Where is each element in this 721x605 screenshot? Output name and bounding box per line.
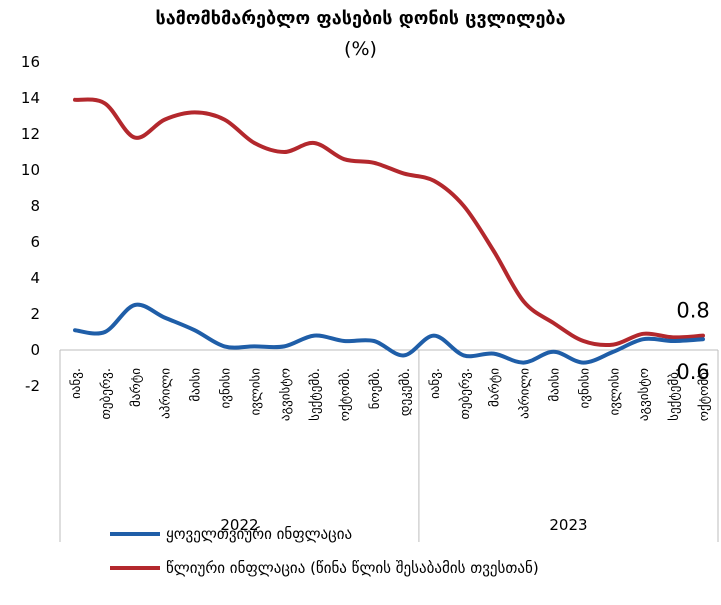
x-tick-label: აპრილი bbox=[159, 368, 174, 419]
y-tick-label: 16 bbox=[21, 53, 40, 71]
legend-label-monthly: ყოველთვიური ინფლაცია bbox=[166, 525, 353, 543]
data-label: 0.6 bbox=[676, 360, 709, 384]
x-tick-label: აპრილი bbox=[518, 368, 533, 419]
legend-swatch-annual bbox=[110, 566, 160, 570]
legend-label-annual: წლიური ინფლაცია (წინა წლის შესაბამის თვე… bbox=[166, 559, 539, 577]
y-tick-label: 12 bbox=[21, 125, 40, 143]
x-tick-label: ივლისი bbox=[248, 368, 263, 416]
x-group-label: 2022 bbox=[220, 516, 258, 534]
x-tick-label: ივლისი bbox=[607, 368, 622, 416]
y-tick-label: 4 bbox=[30, 269, 40, 287]
series-line-annual bbox=[73, 97, 705, 348]
x-tick-label: ივნისი bbox=[219, 368, 234, 409]
chart-title: სამომხმარებლო ფასების დონის ცვლილება bbox=[155, 8, 566, 29]
x-tick-label: ოქტომბ. bbox=[697, 368, 712, 421]
x-group-label: 2023 bbox=[549, 516, 587, 534]
chart-subtitle: (%) bbox=[344, 38, 377, 60]
legend-swatch-monthly bbox=[110, 532, 160, 536]
x-tick-label: სექტემბ. bbox=[667, 368, 682, 421]
y-tick-label: 2 bbox=[30, 305, 40, 323]
series-line-monthly bbox=[73, 302, 705, 365]
y-tick-label: 10 bbox=[21, 161, 40, 179]
x-tick-label: თებერვ. bbox=[458, 368, 473, 420]
x-tick-label: მაისი bbox=[189, 368, 204, 402]
y-tick-label: -2 bbox=[25, 377, 40, 395]
y-tick-label: 14 bbox=[21, 89, 40, 107]
y-tick-label: 6 bbox=[30, 233, 40, 251]
x-tick-label: მარტი bbox=[129, 368, 144, 407]
x-tick-label: ნოემბ. bbox=[368, 368, 383, 409]
y-tick-label: 0 bbox=[30, 341, 40, 359]
x-tick-label: ოქტომბ. bbox=[338, 368, 353, 421]
x-tick-label: სექტემბ. bbox=[308, 368, 323, 421]
x-tick-label: ივნისი bbox=[577, 368, 592, 409]
legend-item-monthly: ყოველთვიური ინფლაცია bbox=[110, 523, 352, 545]
x-tick-label: იანვ. bbox=[428, 368, 443, 399]
x-tick-label: აგვისტო bbox=[278, 368, 293, 421]
x-tick-label: დეკემბ. bbox=[398, 368, 413, 416]
y-tick-label: 8 bbox=[30, 197, 40, 215]
x-tick-label: იანვ. bbox=[69, 368, 84, 399]
x-tick-label: მაისი bbox=[548, 368, 563, 402]
legend-item-annual: წლიური ინფლაცია (წინა წლის შესაბამის თვე… bbox=[110, 557, 539, 579]
x-tick-label: აგვისტო bbox=[637, 368, 652, 421]
data-label: 0.8 bbox=[676, 299, 709, 323]
x-tick-label: მარტი bbox=[488, 368, 503, 407]
x-tick-label: თებერვ. bbox=[99, 368, 114, 420]
